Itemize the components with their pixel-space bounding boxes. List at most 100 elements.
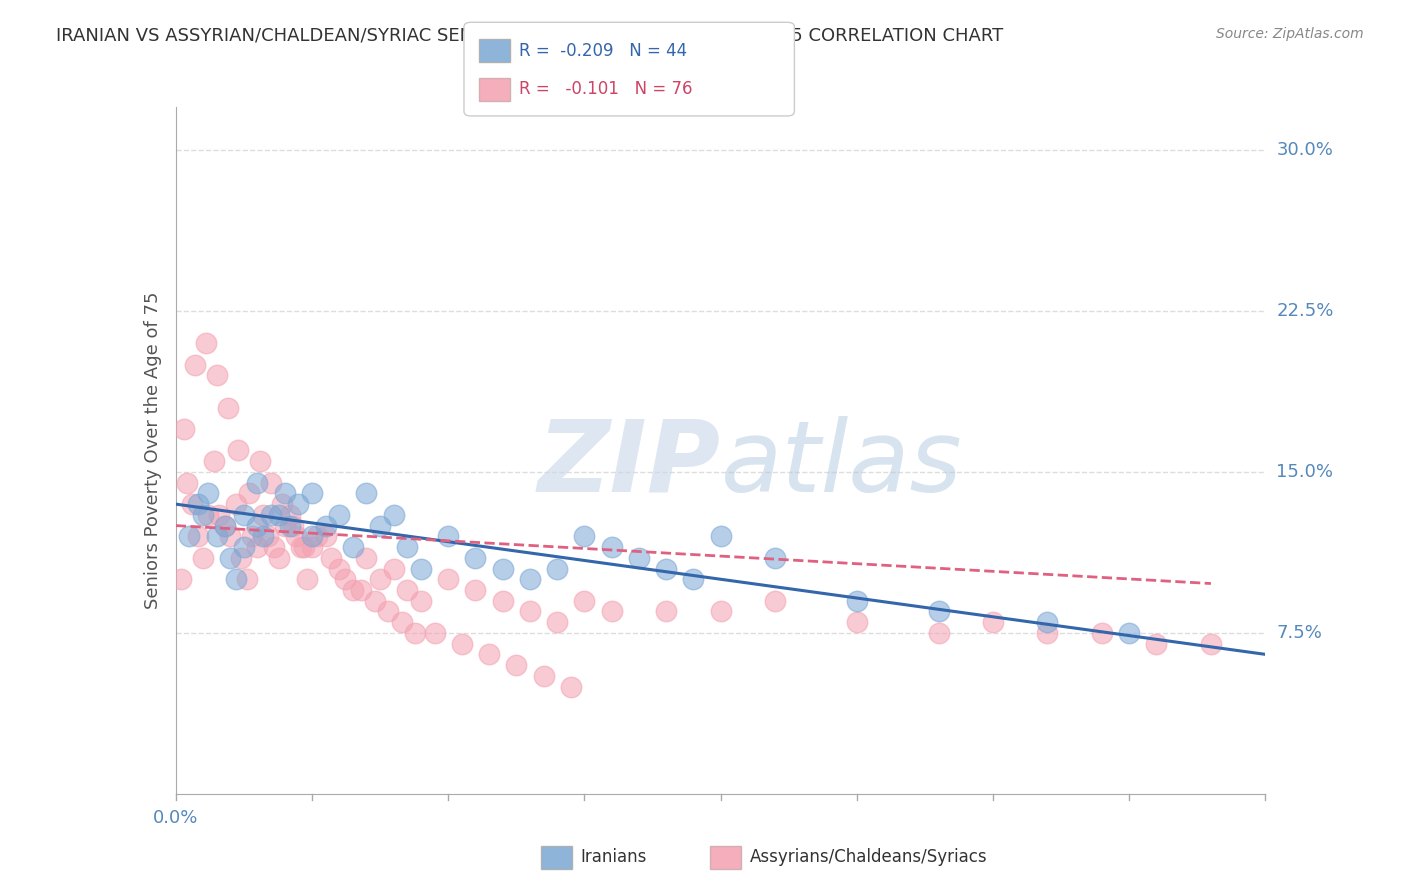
Point <box>292 540 315 554</box>
Point <box>225 572 247 586</box>
Point <box>423 626 446 640</box>
Point <box>274 486 297 500</box>
Point <box>600 604 623 618</box>
Point <box>252 508 274 522</box>
Point <box>333 572 356 586</box>
Point <box>197 486 219 500</box>
Point <box>287 497 309 511</box>
Point <box>464 582 486 597</box>
Point <box>1091 626 1114 640</box>
Point <box>574 593 596 607</box>
Point <box>464 550 486 565</box>
Point <box>217 401 239 415</box>
Point <box>845 593 868 607</box>
Text: R =  -0.209   N = 44: R = -0.209 N = 44 <box>519 42 688 60</box>
Point <box>1036 626 1059 640</box>
Point <box>186 497 209 511</box>
Point <box>208 508 231 522</box>
Point <box>301 529 323 543</box>
Point <box>184 358 207 372</box>
Point <box>271 497 294 511</box>
Point <box>492 561 515 575</box>
Point <box>560 680 582 694</box>
Point <box>290 540 312 554</box>
Point <box>396 540 419 554</box>
Point <box>249 454 271 468</box>
Point <box>194 336 217 351</box>
Point <box>301 486 323 500</box>
Point <box>246 475 269 490</box>
Text: Source: ZipAtlas.com: Source: ZipAtlas.com <box>1216 27 1364 41</box>
Point <box>181 497 204 511</box>
Point <box>533 669 555 683</box>
Point <box>492 593 515 607</box>
Point <box>214 518 236 533</box>
Point <box>478 648 501 662</box>
Point <box>1144 637 1167 651</box>
Point <box>409 561 432 575</box>
Point <box>505 658 527 673</box>
Point <box>928 626 950 640</box>
Point <box>1199 637 1222 651</box>
Point <box>450 637 472 651</box>
Text: 22.5%: 22.5% <box>1277 302 1334 320</box>
Point <box>600 540 623 554</box>
Point <box>301 540 323 554</box>
Point <box>278 518 301 533</box>
Point <box>655 561 678 575</box>
Point <box>176 475 198 490</box>
Point <box>219 550 242 565</box>
Point <box>409 593 432 607</box>
Point <box>246 518 269 533</box>
Point <box>350 582 373 597</box>
Point <box>235 572 257 586</box>
Point <box>405 626 427 640</box>
Point <box>315 529 337 543</box>
Text: 30.0%: 30.0% <box>1277 141 1333 159</box>
Point <box>363 593 385 607</box>
Text: Iranians: Iranians <box>581 848 647 866</box>
Point <box>391 615 413 630</box>
Point <box>437 572 460 586</box>
Point <box>574 529 596 543</box>
Point <box>546 561 568 575</box>
Point <box>191 550 214 565</box>
Point <box>307 529 329 543</box>
Text: 15.0%: 15.0% <box>1277 463 1333 481</box>
Point <box>170 572 193 586</box>
Point <box>519 572 541 586</box>
Point <box>191 508 214 522</box>
Point <box>260 475 283 490</box>
Point <box>356 550 378 565</box>
Point <box>382 508 405 522</box>
Point <box>179 529 201 543</box>
Point <box>173 422 195 436</box>
Text: 0.0%: 0.0% <box>153 809 198 827</box>
Point <box>228 443 250 458</box>
Point <box>214 518 236 533</box>
Point <box>845 615 868 630</box>
Point <box>763 550 786 565</box>
Point <box>396 582 419 597</box>
Point <box>377 604 399 618</box>
Y-axis label: Seniors Poverty Over the Age of 75: Seniors Poverty Over the Age of 75 <box>143 292 162 609</box>
Text: IRANIAN VS ASSYRIAN/CHALDEAN/SYRIAC SENIORS POVERTY OVER THE AGE OF 75 CORRELATI: IRANIAN VS ASSYRIAN/CHALDEAN/SYRIAC SENI… <box>56 27 1004 45</box>
Point <box>232 508 254 522</box>
Point <box>225 497 247 511</box>
Point <box>186 529 209 543</box>
Point <box>197 508 219 522</box>
Text: R =   -0.101   N = 76: R = -0.101 N = 76 <box>519 80 692 98</box>
Point <box>295 572 318 586</box>
Point <box>284 529 307 543</box>
Point <box>315 518 337 533</box>
Point <box>238 486 260 500</box>
Point <box>763 593 786 607</box>
Point <box>202 454 225 468</box>
Text: 7.5%: 7.5% <box>1277 624 1322 642</box>
Point <box>356 486 378 500</box>
Point <box>368 572 391 586</box>
Point <box>342 540 364 554</box>
Point <box>437 529 460 543</box>
Point <box>219 529 242 543</box>
Point <box>205 529 228 543</box>
